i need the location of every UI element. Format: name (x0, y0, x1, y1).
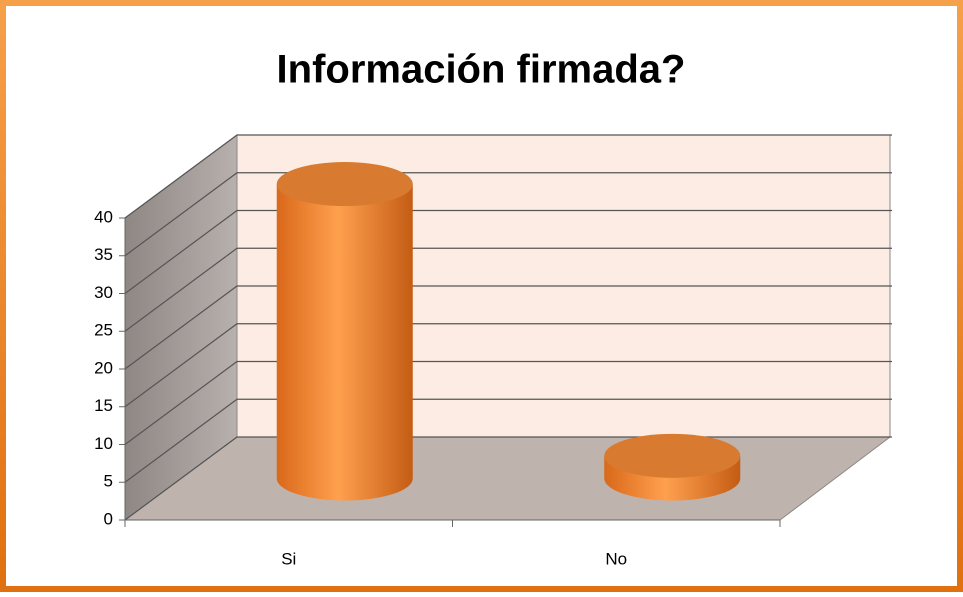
chart-title: Información firmada? (277, 48, 686, 92)
bar-body (276, 184, 413, 501)
bar-top (276, 162, 413, 207)
y-tick-label: 5 (104, 472, 113, 491)
y-tick-label: 15 (94, 396, 113, 415)
grid-line (124, 285, 892, 370)
bar (276, 162, 413, 501)
bar (604, 433, 741, 501)
grid-line (124, 134, 892, 219)
grid-line (124, 398, 892, 483)
y-tick-label: 30 (94, 283, 113, 302)
grid-line (124, 247, 892, 332)
grid (124, 134, 892, 521)
x-tick-label: No (605, 549, 627, 568)
y-tick-label: 0 (104, 509, 113, 528)
bar-top (604, 433, 741, 478)
y-tick-label: 25 (94, 321, 113, 340)
y-tick-label: 20 (94, 358, 113, 377)
grid-line (124, 172, 892, 257)
y-tick-label: 40 (94, 207, 113, 226)
y-tick-label: 10 (94, 434, 113, 453)
grid-line (124, 360, 892, 445)
y-tick-label: 35 (94, 245, 113, 264)
bars (276, 162, 741, 501)
floor (123, 436, 892, 521)
grid-line (124, 209, 892, 294)
grid-line (124, 323, 892, 408)
x-tick-label: Si (281, 549, 296, 568)
